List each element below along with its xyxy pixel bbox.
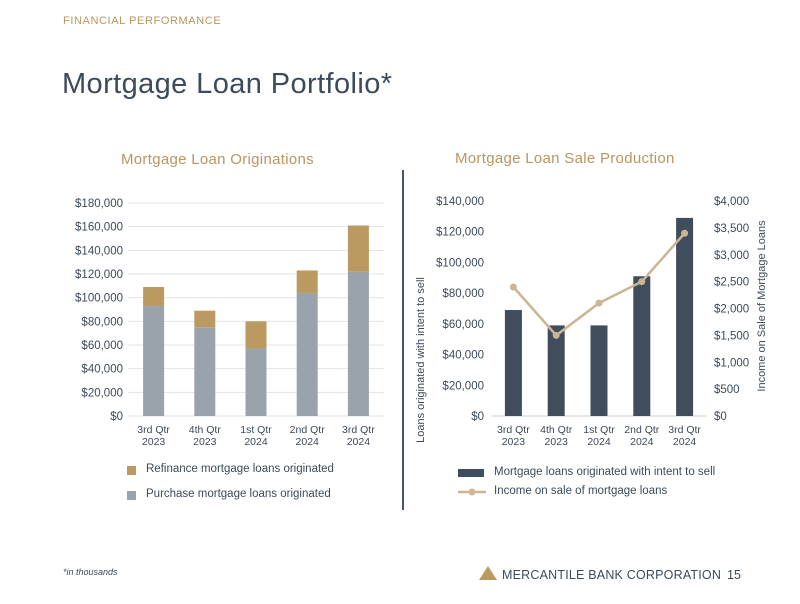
x-tick-label: 2023 xyxy=(545,436,569,448)
y-left-tick-label: $120,000 xyxy=(436,227,484,239)
legend-swatch-purchase xyxy=(127,491,136,500)
x-tick-label: 2024 xyxy=(296,436,320,448)
y-left-tick-label: $140,000 xyxy=(436,196,484,208)
y-right-tick-label: $2,500 xyxy=(714,277,749,289)
bar-purchase xyxy=(296,292,318,416)
y-tick-label: $100,000 xyxy=(75,293,123,305)
y-right-tick-label: $1,000 xyxy=(714,357,749,369)
y-left-axis-label: Loans originated with intent to sell xyxy=(415,277,427,443)
bar-refinance xyxy=(245,321,267,349)
y-left-tick-label: $80,000 xyxy=(442,288,484,300)
bar-purchase xyxy=(245,348,267,416)
x-tick-label: 2023 xyxy=(502,436,526,448)
y-tick-label: $0 xyxy=(110,411,123,423)
legend-label-intent-to-sell: Mortgage loans originated with intent to… xyxy=(494,466,716,478)
legend-swatch-income-line xyxy=(458,488,486,496)
bar-refinance xyxy=(347,225,369,272)
income-line xyxy=(512,232,686,338)
x-tick-label: 3rd Qtr xyxy=(342,424,375,436)
originations-chart: $0 $20,000 $40,000 $60,000 $80,000 $100,000 $1… xyxy=(75,198,384,448)
bar-purchase xyxy=(143,305,165,416)
x-tick-label: 2nd Qtr xyxy=(290,424,326,436)
income-point xyxy=(509,283,517,291)
bar-refinance xyxy=(194,310,216,328)
x-tick-label: 3rd Qtr xyxy=(497,424,530,436)
y-tick-label: $140,000 xyxy=(75,245,123,257)
bar-intent-to-sell xyxy=(547,325,565,416)
bar-purchase xyxy=(347,271,369,416)
y-right-tick-label: $4,000 xyxy=(714,196,749,208)
chart-divider xyxy=(402,170,404,510)
y-tick-label: $80,000 xyxy=(81,316,123,328)
x-tick-label: 2023 xyxy=(193,436,217,448)
x-tick-label: 2023 xyxy=(142,436,166,448)
legend-label-income: Income on sale of mortgage loans xyxy=(494,485,668,497)
page-title: Mortgage Loan Portfolio* xyxy=(62,68,393,100)
income-point xyxy=(638,278,646,286)
y-tick-label: $40,000 xyxy=(81,364,123,376)
y-tick-label: $120,000 xyxy=(75,269,123,281)
x-tick-label: 3rd Qtr xyxy=(668,424,701,436)
y-left-tick-label: $40,000 xyxy=(442,350,484,362)
company-name: MERCANTILE BANK CORPORATION xyxy=(502,568,722,582)
legend-swatch-refinance xyxy=(127,466,136,475)
bar-purchase xyxy=(194,327,216,416)
x-tick-label: 2nd Qtr xyxy=(624,424,660,436)
income-point xyxy=(595,299,603,307)
y-tick-label: $20,000 xyxy=(81,387,123,399)
x-tick-label: 2024 xyxy=(244,436,268,448)
y-right-tick-label: $0 xyxy=(714,411,727,423)
y-right-axis-label: Income on Sale of Mortgage Loans xyxy=(756,220,768,392)
company-logo-icon xyxy=(479,566,497,580)
sale-production-chart-title: Mortgage Loan Sale Production xyxy=(455,150,675,167)
sale-production-chart: $0 $20,000 $40,000 $60,000 $80,000 $100,000 $1… xyxy=(415,196,768,448)
y-right-tick-label: $500 xyxy=(714,384,740,396)
x-tick-label: 2024 xyxy=(630,436,654,448)
income-point xyxy=(681,229,689,237)
income-point xyxy=(552,331,560,339)
y-right-tick-label: $1,500 xyxy=(714,330,749,342)
bar-intent-to-sell xyxy=(504,310,522,416)
y-left-tick-label: $20,000 xyxy=(442,380,484,392)
y-right-tick-label: $3,500 xyxy=(714,223,749,235)
legend-label-refinance: Refinance mortgage loans originated xyxy=(146,463,334,475)
x-tick-label: 3rd Qtr xyxy=(137,424,170,436)
bar-intent-to-sell xyxy=(633,276,651,416)
x-tick-label: 4th Qtr xyxy=(189,424,222,436)
section-label: FINANCIAL PERFORMANCE xyxy=(63,15,222,27)
legend-label-purchase: Purchase mortgage loans originated xyxy=(146,488,331,500)
bar-intent-to-sell xyxy=(590,325,608,416)
footnote: *in thousands xyxy=(63,567,118,577)
page-number: 15 xyxy=(727,568,741,582)
bar-intent-to-sell xyxy=(676,217,694,416)
x-tick-label: 2024 xyxy=(673,436,697,448)
x-tick-label: 1st Qtr xyxy=(240,424,272,436)
legend-swatch-intent-to-sell xyxy=(458,469,484,477)
bar-refinance xyxy=(143,287,165,306)
y-tick-label: $180,000 xyxy=(75,198,123,210)
y-left-tick-label: $0 xyxy=(471,411,484,423)
y-left-tick-label: $100,000 xyxy=(436,257,484,269)
x-tick-label: 2024 xyxy=(587,436,611,448)
bar-refinance xyxy=(296,270,318,293)
x-tick-label: 2024 xyxy=(347,436,371,448)
y-tick-label: $60,000 xyxy=(81,340,123,352)
x-tick-label: 1st Qtr xyxy=(583,424,615,436)
y-left-tick-label: $60,000 xyxy=(442,319,484,331)
originations-chart-title: Mortgage Loan Originations xyxy=(121,151,314,168)
y-right-tick-label: $2,000 xyxy=(714,304,749,316)
x-tick-label: 4th Qtr xyxy=(540,424,573,436)
y-right-tick-label: $3,000 xyxy=(714,250,749,262)
y-tick-label: $160,000 xyxy=(75,222,123,234)
